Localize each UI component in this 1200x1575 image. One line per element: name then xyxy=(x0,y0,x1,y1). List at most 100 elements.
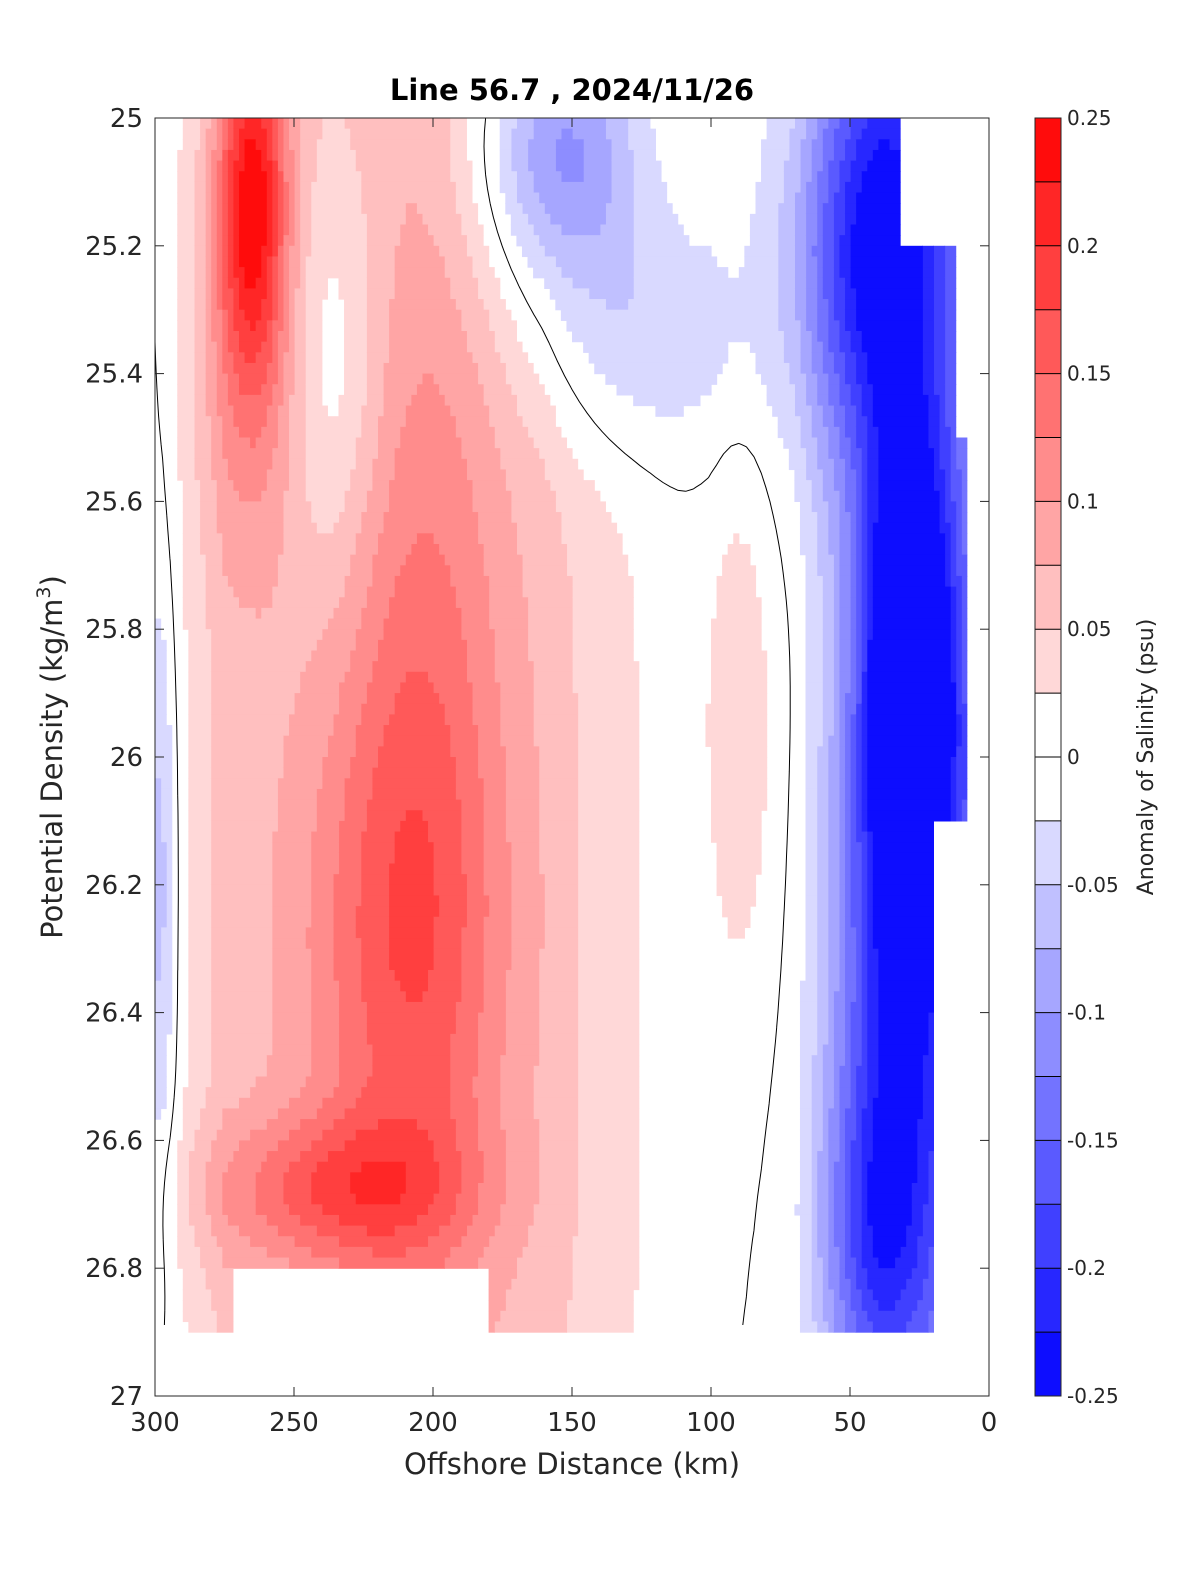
salinity-cell xyxy=(855,788,862,801)
salinity-cell xyxy=(377,416,406,428)
salinity-cell xyxy=(544,884,579,897)
salinity-cell xyxy=(188,991,212,1003)
salinity-cell xyxy=(744,256,779,268)
salinity-cell xyxy=(527,639,573,652)
salinity-cell xyxy=(277,1225,317,1237)
salinity-cell xyxy=(844,480,857,492)
salinity-cell xyxy=(827,735,840,747)
salinity-cell xyxy=(866,938,873,950)
salinity-cell xyxy=(399,820,429,833)
salinity-cell xyxy=(199,501,217,513)
salinity-cell xyxy=(833,586,840,598)
salinity-cell xyxy=(844,501,857,513)
salinity-cell xyxy=(950,469,962,481)
salinity-cell xyxy=(872,149,901,162)
salinity-cell xyxy=(366,235,401,247)
salinity-cell xyxy=(227,341,239,353)
x-tick-label: 200 xyxy=(408,1408,458,1438)
salinity-cell xyxy=(533,1214,579,1227)
salinity-cell xyxy=(338,1033,367,1046)
salinity-cell xyxy=(271,139,278,151)
salinity-cell xyxy=(827,331,840,343)
salinity-cell xyxy=(433,842,462,854)
salinity-cell xyxy=(827,1246,840,1259)
salinity-cell xyxy=(850,1065,857,1078)
salinity-cell xyxy=(555,139,584,151)
salinity-cell xyxy=(799,341,812,353)
salinity-cell xyxy=(861,874,868,886)
salinity-cell xyxy=(877,469,934,481)
salinity-cell xyxy=(155,895,167,907)
salinity-cell xyxy=(266,1246,312,1259)
salinity-cell xyxy=(861,767,868,779)
salinity-cell xyxy=(822,607,834,620)
salinity-cell xyxy=(221,544,284,556)
heatmap-bands xyxy=(155,118,968,1333)
salinity-cell xyxy=(572,607,634,620)
salinity-cell xyxy=(227,149,239,162)
salinity-cell xyxy=(366,331,390,343)
salinity-cell xyxy=(866,160,901,172)
salinity-cell xyxy=(277,139,284,151)
salinity-cell xyxy=(177,171,195,183)
salinity-cell xyxy=(255,437,278,449)
salinity-cell xyxy=(838,437,851,449)
salinity-cell xyxy=(288,277,301,289)
salinity-cell xyxy=(783,341,801,353)
salinity-cell xyxy=(538,1033,579,1046)
salinity-cell xyxy=(833,362,846,375)
salinity-cell xyxy=(838,735,846,747)
salinity-cell xyxy=(155,1076,167,1088)
salinity-cell xyxy=(305,416,362,428)
salinity-cell xyxy=(816,128,823,140)
salinity-cell xyxy=(866,1183,912,1195)
salinity-cell xyxy=(805,192,818,204)
salinity-cell xyxy=(205,1268,234,1280)
salinity-cell xyxy=(505,1140,540,1152)
salinity-cell xyxy=(155,757,173,769)
salinity-cell xyxy=(399,1193,434,1205)
salinity-cell xyxy=(822,362,834,375)
salinity-cell xyxy=(861,501,868,513)
salinity-cell xyxy=(282,1183,312,1195)
salinity-cell xyxy=(799,1001,818,1014)
salinity-cell xyxy=(788,128,807,140)
salinity-cell xyxy=(844,1012,851,1024)
salinity-cell xyxy=(449,746,479,758)
salinity-cell xyxy=(861,661,868,673)
salinity-cell xyxy=(855,469,862,481)
salinity-cell xyxy=(855,480,862,492)
salinity-cell xyxy=(855,629,862,641)
salinity-cell xyxy=(177,1236,195,1248)
salinity-cell xyxy=(266,480,290,492)
salinity-cell xyxy=(827,916,840,928)
salinity-cell xyxy=(483,852,512,865)
salinity-cell xyxy=(533,1087,579,1099)
salinity-cell xyxy=(844,906,851,918)
salinity-cell xyxy=(271,299,278,311)
salinity-cell xyxy=(799,501,812,513)
salinity-cell xyxy=(838,778,846,790)
salinity-cell xyxy=(838,767,846,779)
salinity-cell xyxy=(938,416,946,428)
salinity-cell xyxy=(277,128,284,140)
salinity-cell xyxy=(271,1012,312,1024)
salinity-cell xyxy=(955,618,962,630)
salinity-cell xyxy=(938,405,946,417)
salinity-cell xyxy=(844,320,857,332)
salinity-cell xyxy=(811,1065,823,1078)
salinity-cell xyxy=(933,331,946,343)
salinity-cell xyxy=(933,352,946,364)
salinity-cell xyxy=(205,299,212,311)
salinity-cell xyxy=(460,927,484,939)
salinity-cell xyxy=(221,320,228,332)
salinity-cell xyxy=(850,661,857,673)
salinity-cell xyxy=(866,682,957,694)
salinity-cell xyxy=(816,895,829,907)
salinity-cell xyxy=(850,437,857,449)
salinity-cell xyxy=(449,1033,479,1046)
salinity-cell xyxy=(838,1140,846,1152)
salinity-cell xyxy=(900,1246,918,1259)
salinity-cell xyxy=(827,394,840,407)
salinity-cell xyxy=(477,1065,501,1078)
